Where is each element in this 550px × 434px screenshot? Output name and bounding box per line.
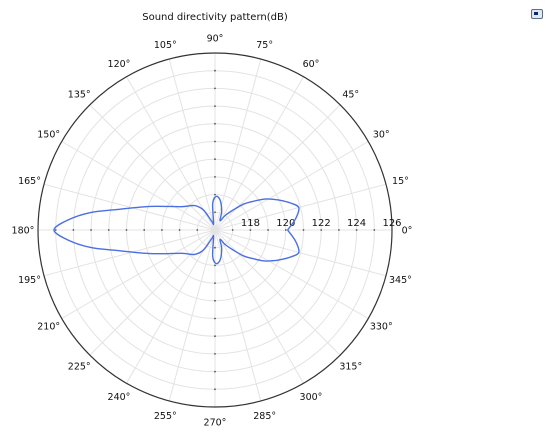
- axis-tick-mark: [214, 370, 216, 373]
- axis-tick-mark: [338, 229, 340, 231]
- axis-tick-mark: [231, 229, 234, 231]
- axis-tick-mark: [320, 229, 323, 231]
- grid-spoke: [43, 183, 216, 231]
- angle-tick-label: 210°: [37, 322, 60, 333]
- grid-spoke: [214, 76, 304, 231]
- angle-tick-label: 270°: [204, 418, 227, 429]
- axis-tick-mark: [214, 317, 216, 320]
- axis-tick-mark: [214, 335, 216, 338]
- grid-spoke: [89, 229, 216, 356]
- grid-spoke: [61, 229, 216, 319]
- axis-tick-mark: [214, 353, 216, 355]
- radial-tick-label: 124: [347, 218, 366, 229]
- angle-tick-label: 165°: [18, 176, 41, 187]
- axis-tick-mark: [214, 246, 216, 249]
- axis-tick-mark: [214, 105, 216, 107]
- angle-tick-labels: 0° 15° 30° 45° 60° 75° 90° 105° 120° 135° 150° 165°…: [12, 34, 413, 429]
- series-layer: [53, 195, 300, 265]
- axis-tick-mark: [143, 229, 146, 231]
- angle-tick-label: 330°: [370, 322, 393, 333]
- grid-spoke: [214, 183, 387, 231]
- angle-tick-label: 240°: [108, 392, 131, 403]
- angle-tick-label: 15°: [392, 176, 409, 187]
- axis-tick-mark: [214, 176, 216, 178]
- radial-tick-label: 118: [241, 218, 260, 229]
- axis-tick-mark: [214, 69, 216, 72]
- grid-spoke: [126, 76, 216, 231]
- angle-tick-label: 300°: [300, 392, 323, 403]
- angle-tick-label: 195°: [18, 275, 41, 286]
- angle-tick-label: 180°: [12, 226, 35, 237]
- radial-tick-label: 122: [312, 218, 331, 229]
- axis-tick-mark: [54, 229, 57, 231]
- grid-spoke: [126, 229, 216, 384]
- axis-tick-mark: [90, 229, 92, 231]
- grid-spoke: [61, 141, 216, 231]
- chart-title: Sound directivity pattern(dB): [142, 12, 288, 23]
- angle-tick-label: 0°: [402, 226, 413, 237]
- grid-spoke: [214, 229, 369, 319]
- polar-border: [37, 52, 393, 408]
- angle-tick-label: 315°: [339, 361, 362, 372]
- grid-spoke: [43, 229, 216, 277]
- axis-tick-mark: [284, 229, 287, 231]
- grid-spoke: [214, 58, 262, 231]
- axis-tick-mark: [214, 122, 216, 125]
- angle-tick-label: 285°: [253, 411, 276, 422]
- axis-tick-mark: [125, 229, 128, 231]
- angle-tick-label: 105°: [154, 40, 177, 51]
- grid-spoke: [89, 104, 216, 231]
- radial-tick-label: 126: [382, 218, 401, 229]
- axis-tick-mark: [196, 229, 199, 231]
- axis-tick-mark: [178, 229, 181, 231]
- axis-tick-mark: [214, 299, 216, 302]
- polar-grid: [37, 52, 393, 408]
- radial-tick-labels: 118 120 122 124 126: [241, 218, 402, 229]
- angle-tick-label: 135°: [68, 90, 91, 101]
- series-line: [53, 195, 300, 265]
- angle-tick-label: 150°: [37, 130, 60, 141]
- axis-tick-mark: [214, 140, 216, 143]
- axis-tick-mark: [355, 229, 358, 231]
- axis-tick-mark: [302, 229, 305, 231]
- angle-tick-label: 90°: [207, 34, 224, 45]
- grid-spoke: [214, 229, 304, 384]
- angle-tick-label: 225°: [68, 361, 91, 372]
- axis-tick-mark: [249, 229, 252, 231]
- axis-tick-mark: [72, 229, 75, 231]
- radial-tick-label: 120: [276, 218, 295, 229]
- axis-tick-mark: [161, 229, 163, 231]
- axis-tick-mark: [373, 229, 376, 231]
- angle-tick-label: 255°: [154, 411, 177, 422]
- grid-spoke: [214, 229, 262, 402]
- axis-tick-mark: [214, 193, 216, 196]
- window-restore-icon[interactable]: [531, 9, 543, 19]
- angle-tick-label: 120°: [108, 59, 131, 70]
- angle-tick-label: 75°: [256, 40, 273, 51]
- grid-spoke: [168, 229, 216, 402]
- angle-tick-label: 60°: [303, 59, 320, 70]
- axis-tick-mark: [214, 158, 216, 161]
- grid-spoke: [214, 229, 387, 277]
- angle-tick-label: 45°: [342, 90, 359, 101]
- axis-tick-mark: [214, 282, 216, 284]
- axis-tick-mark: [214, 388, 216, 391]
- axis-tick-mark: [214, 87, 216, 90]
- grid-spoke: [168, 58, 216, 231]
- axis-tick-mark: [107, 229, 110, 231]
- grid-spoke: [214, 141, 369, 231]
- angle-tick-label: 345°: [389, 275, 412, 286]
- angle-tick-label: 30°: [373, 130, 390, 141]
- axis-tick-mark: [267, 229, 269, 231]
- axis-tick-mark: [214, 211, 216, 214]
- axis-tick-mark: [214, 264, 216, 267]
